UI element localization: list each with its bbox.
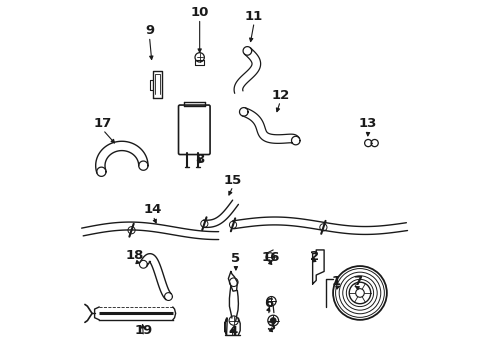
Text: 6: 6 [264,297,273,310]
Text: 12: 12 [271,89,289,102]
Text: 16: 16 [261,251,279,264]
Text: 18: 18 [125,249,143,262]
Text: 8: 8 [195,153,204,166]
Text: 9: 9 [144,24,154,37]
Circle shape [355,289,364,297]
Text: 19: 19 [134,324,152,337]
Text: 7: 7 [352,275,361,288]
FancyBboxPatch shape [178,105,210,154]
Circle shape [270,318,276,323]
Text: 13: 13 [358,117,377,130]
Text: 2: 2 [309,250,318,263]
Text: 10: 10 [190,6,208,19]
Text: 17: 17 [94,117,112,130]
Text: 3: 3 [265,320,275,333]
Text: 1: 1 [331,275,340,288]
Text: 14: 14 [143,203,162,216]
Text: 5: 5 [231,252,240,265]
Text: 15: 15 [224,174,242,186]
Text: 11: 11 [244,10,263,23]
Text: 4: 4 [227,325,237,338]
